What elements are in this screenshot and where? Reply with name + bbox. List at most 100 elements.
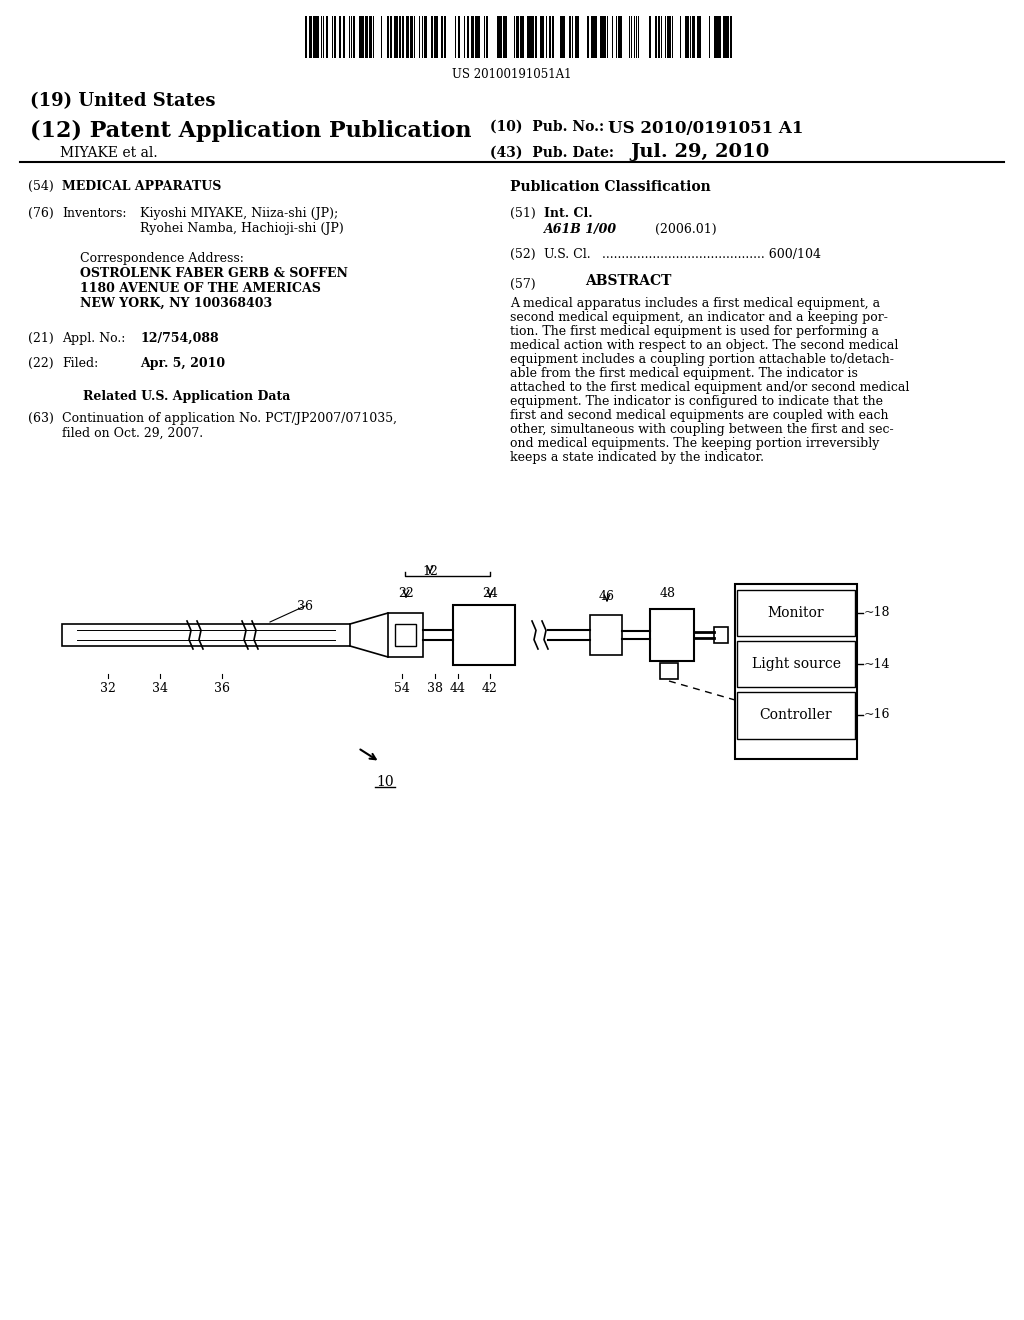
Text: .......................................... 600/104: ........................................… xyxy=(598,248,821,261)
Bar xyxy=(591,16,593,58)
Bar xyxy=(552,16,554,58)
Bar xyxy=(697,16,701,58)
Bar xyxy=(685,16,689,58)
Text: 34: 34 xyxy=(152,682,168,696)
Text: able from the first medical equipment. The indicator is: able from the first medical equipment. T… xyxy=(510,367,858,380)
Bar xyxy=(578,16,579,58)
Bar xyxy=(305,16,307,58)
Bar xyxy=(433,16,438,58)
Bar xyxy=(520,16,522,58)
Text: 12: 12 xyxy=(422,565,438,578)
Text: NEW YORK, NY 100368403: NEW YORK, NY 100368403 xyxy=(80,297,272,310)
Text: MEDICAL APPARATUS: MEDICAL APPARATUS xyxy=(62,180,221,193)
Text: equipment includes a coupling portion attachable to/detach-: equipment includes a coupling portion at… xyxy=(510,352,894,366)
Text: Publication Classification: Publication Classification xyxy=(510,180,711,194)
Text: 38: 38 xyxy=(427,682,443,696)
Text: keeps a state indicated by the indicator.: keeps a state indicated by the indicator… xyxy=(510,451,764,465)
Bar xyxy=(546,16,547,58)
Text: 1180 AVENUE OF THE AMERICAS: 1180 AVENUE OF THE AMERICAS xyxy=(80,282,321,294)
Text: Controller: Controller xyxy=(760,708,833,722)
Text: Continuation of application No. PCT/JP2007/071035,: Continuation of application No. PCT/JP20… xyxy=(62,412,397,425)
Bar xyxy=(527,16,535,58)
Text: Filed:: Filed: xyxy=(62,356,98,370)
Bar xyxy=(387,16,389,58)
Text: (43)  Pub. Date:: (43) Pub. Date: xyxy=(490,147,614,160)
Bar xyxy=(359,16,364,58)
Text: OSTROLENK FABER GERB & SOFFEN: OSTROLENK FABER GERB & SOFFEN xyxy=(80,267,348,280)
Bar xyxy=(737,590,855,636)
Text: Correspondence Address:: Correspondence Address: xyxy=(80,252,244,265)
Bar xyxy=(399,16,400,58)
Bar xyxy=(737,692,855,739)
Bar xyxy=(322,16,323,58)
Bar xyxy=(522,16,524,58)
Bar xyxy=(714,627,728,643)
Text: 32: 32 xyxy=(100,682,116,696)
Text: MIYAKE et al.: MIYAKE et al. xyxy=(60,147,158,160)
Bar xyxy=(431,16,433,58)
Text: medical action with respect to an object. The second medical: medical action with respect to an object… xyxy=(510,339,898,352)
Bar xyxy=(607,16,608,58)
Text: Kiyoshi MIYAKE, Niiza-shi (JP);: Kiyoshi MIYAKE, Niiza-shi (JP); xyxy=(140,207,338,220)
Bar xyxy=(709,16,711,58)
Text: Jul. 29, 2010: Jul. 29, 2010 xyxy=(630,143,769,161)
Bar xyxy=(381,16,382,58)
Text: 12/754,088: 12/754,088 xyxy=(140,333,219,345)
Bar xyxy=(563,16,565,58)
Text: 22: 22 xyxy=(398,587,414,601)
Bar xyxy=(458,16,460,58)
Text: Ryohei Namba, Hachioji-shi (JP): Ryohei Namba, Hachioji-shi (JP) xyxy=(140,222,344,235)
Text: second medical equipment, an indicator and a keeping por-: second medical equipment, an indicator a… xyxy=(510,312,888,323)
Text: ond medical equipments. The keeping portion irreversibly: ond medical equipments. The keeping port… xyxy=(510,437,880,450)
Bar xyxy=(549,16,551,58)
Text: 48: 48 xyxy=(660,587,676,601)
Text: Light source: Light source xyxy=(752,657,841,671)
Bar xyxy=(312,16,319,58)
Bar xyxy=(419,16,420,58)
Bar xyxy=(410,16,412,58)
Bar xyxy=(723,16,729,58)
Text: Appl. No.:: Appl. No.: xyxy=(62,333,125,345)
Bar xyxy=(690,16,691,58)
Bar xyxy=(464,16,466,58)
Text: 46: 46 xyxy=(599,590,615,603)
Text: 54: 54 xyxy=(394,682,410,696)
Bar xyxy=(735,583,857,759)
Bar xyxy=(669,16,672,58)
Bar xyxy=(339,16,341,58)
Text: (12) Patent Application Publication: (12) Patent Application Publication xyxy=(30,120,471,143)
Text: (54): (54) xyxy=(28,180,53,193)
Bar xyxy=(366,16,367,58)
Text: A medical apparatus includes a first medical equipment, a: A medical apparatus includes a first med… xyxy=(510,297,880,310)
Bar xyxy=(660,663,678,678)
Bar xyxy=(655,16,657,58)
Bar xyxy=(594,16,597,58)
Text: Inventors:: Inventors: xyxy=(62,207,127,220)
Text: (2006.01): (2006.01) xyxy=(655,223,717,236)
Bar xyxy=(406,16,409,58)
Bar xyxy=(332,16,333,58)
Bar xyxy=(516,16,519,58)
Bar xyxy=(388,612,423,657)
Bar xyxy=(394,16,397,58)
Text: (10)  Pub. No.:: (10) Pub. No.: xyxy=(490,120,613,135)
Bar xyxy=(575,16,577,58)
Text: (63): (63) xyxy=(28,412,54,425)
Text: Apr. 5, 2010: Apr. 5, 2010 xyxy=(140,356,225,370)
Text: (22): (22) xyxy=(28,356,53,370)
Bar xyxy=(617,16,623,58)
Text: (52): (52) xyxy=(510,248,536,261)
Text: 36: 36 xyxy=(297,601,313,612)
Text: 10: 10 xyxy=(376,775,394,789)
Bar xyxy=(714,16,721,58)
Bar xyxy=(402,16,404,58)
Bar xyxy=(373,16,374,58)
Text: (51): (51) xyxy=(510,207,536,220)
Bar xyxy=(737,642,855,686)
Text: U.S. Cl.: U.S. Cl. xyxy=(544,248,591,261)
Text: equipment. The indicator is configured to indicate that the: equipment. The indicator is configured t… xyxy=(510,395,883,408)
Text: 36: 36 xyxy=(214,682,230,696)
Text: US 2010/0191051 A1: US 2010/0191051 A1 xyxy=(608,120,804,137)
Bar xyxy=(638,16,639,58)
Text: ABSTRACT: ABSTRACT xyxy=(585,275,672,288)
